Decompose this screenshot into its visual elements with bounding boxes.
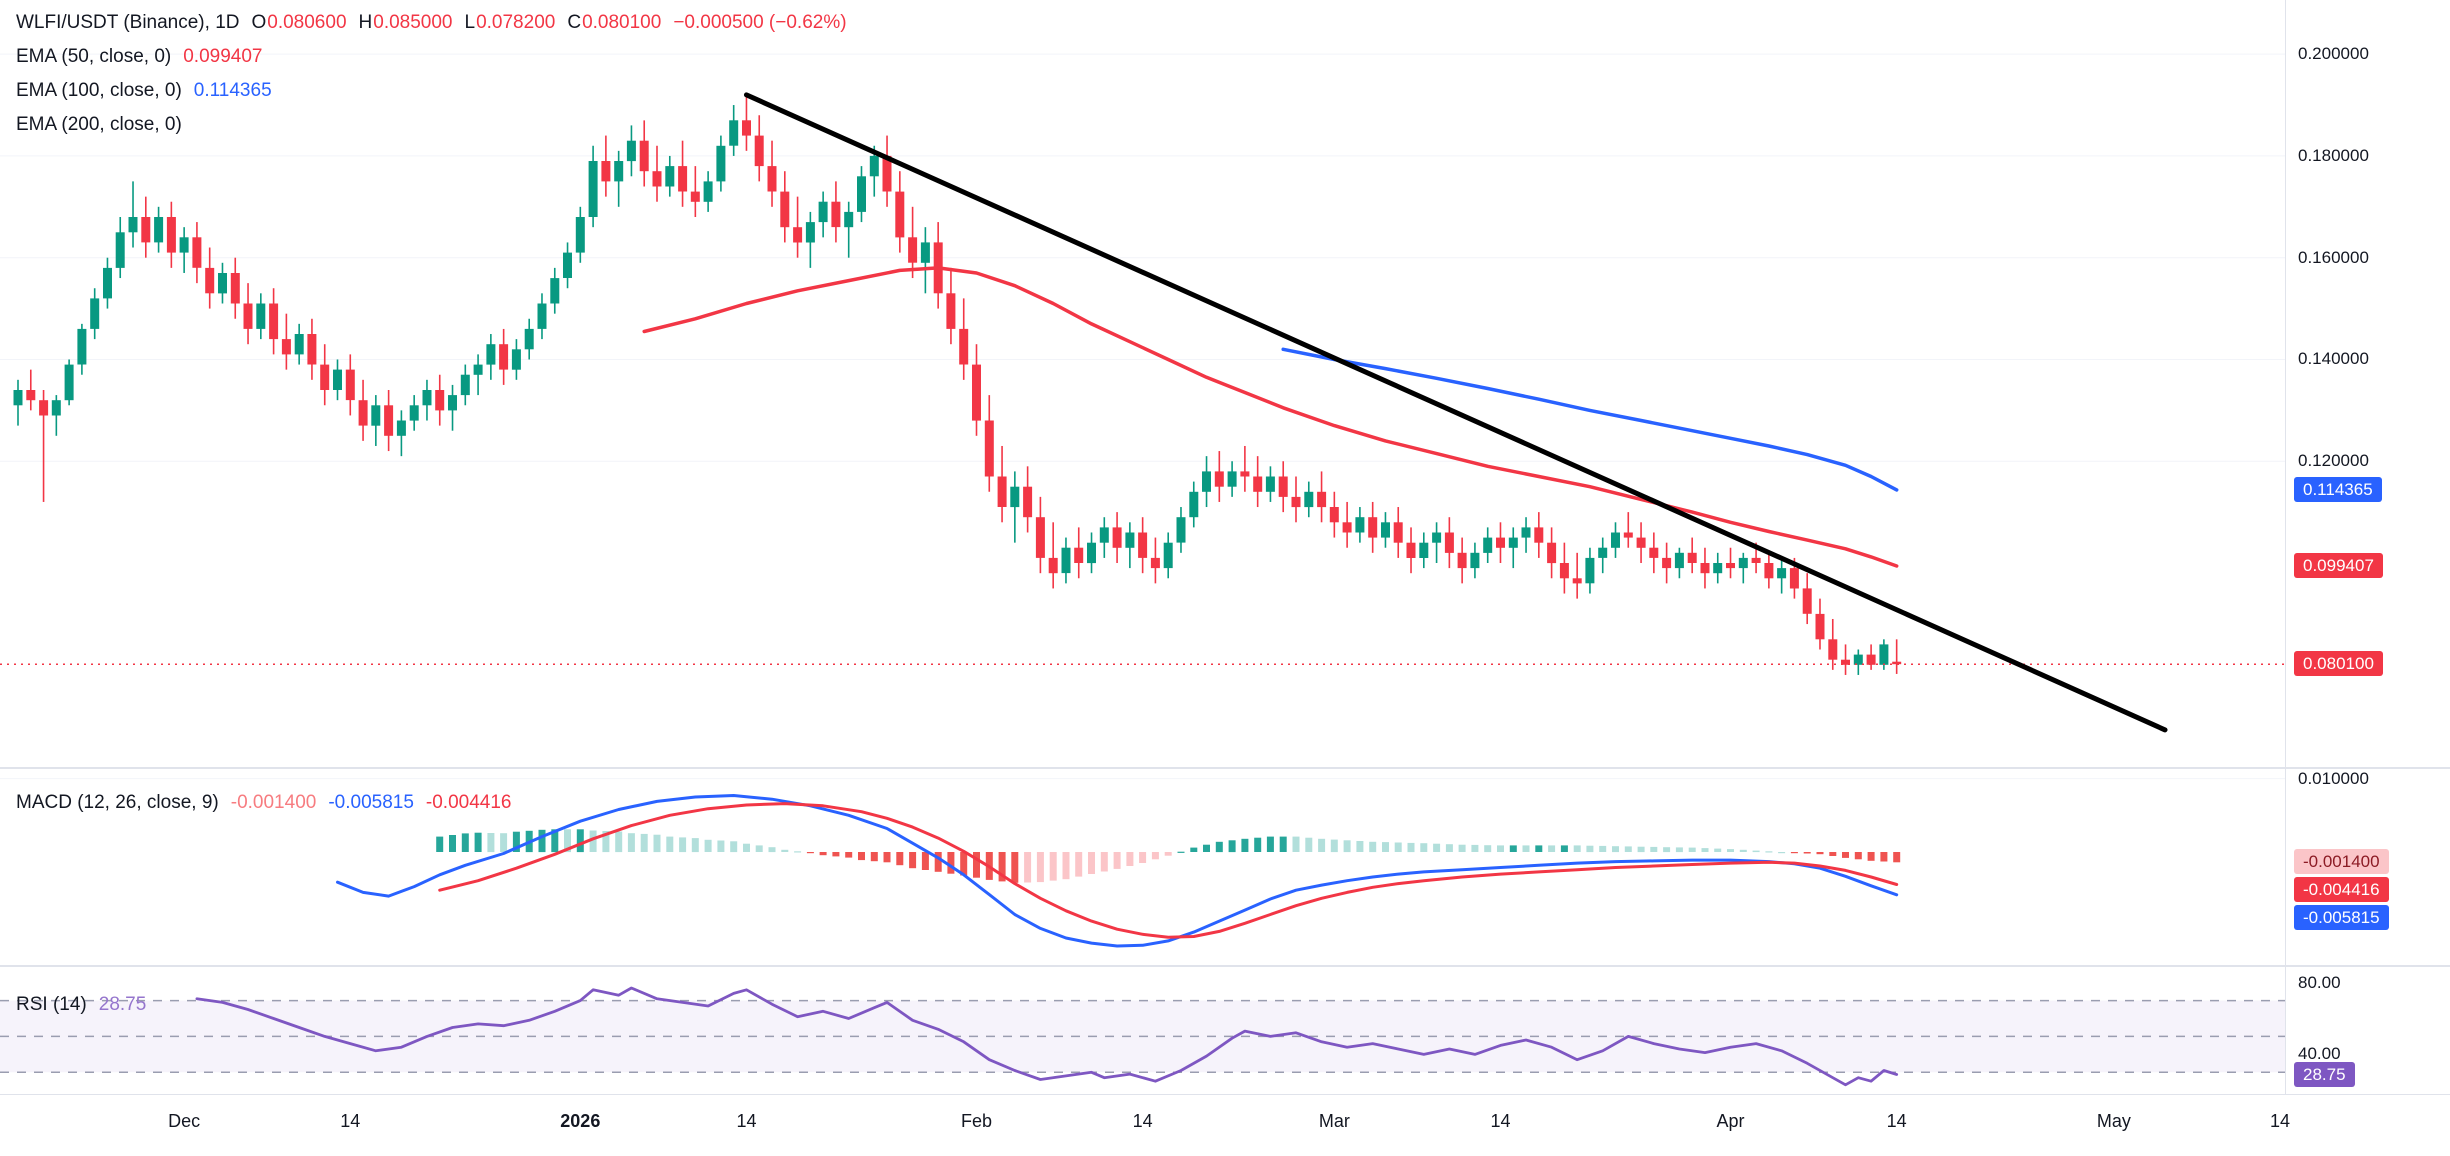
time-axis[interactable]: Dec 14 2026 14 Feb 14 Mar 14 Apr 14 May … [0,1094,2450,1156]
rsi-legend[interactable]: RSI (14) 28.75 [16,994,146,1016]
ema200-label: EMA (200, close, 0) [16,114,182,135]
rsi-tick: 40.00 [2298,1044,2341,1064]
open-value: 0.080600 [267,12,347,33]
price-tick: 0.140000 [2298,349,2369,369]
ema100-label: EMA (100, close, 0) [16,80,182,101]
ohlc-open: O 0.080600 [251,12,346,34]
macd-tick: 0.010000 [2298,768,2369,788]
last-price-badge: 0.080100 [2294,651,2383,677]
macd-hist-value: -0.001400 [230,792,317,813]
time-label: 14 [736,1111,757,1131]
ohlc-close: C 0.080100 [567,12,661,34]
macd-signal-badge: -0.004416 [2294,877,2389,903]
macd-line-value: -0.005815 [328,792,414,813]
price-tick: 0.200000 [2298,44,2369,64]
macd-hist-badge: -0.001400 [2294,849,2389,875]
ema50-legend[interactable]: EMA (50, close, 0) 0.099407 [16,46,262,68]
ema50-value: 0.099407 [183,46,263,67]
macd-line-badge: -0.005815 [2294,905,2389,931]
ema100-price-badge: 0.114365 [2294,476,2382,502]
rsi-tick: 80.00 [2298,972,2341,992]
rsi-value: 28.75 [98,994,147,1015]
time-label: 14 [340,1111,361,1131]
close-value: 0.080100 [582,12,662,33]
symbol-title: WLFI/USDT (Binance), 1D [16,12,240,33]
ohlc-low: L 0.078200 [465,12,556,34]
time-label: Mar [1318,1111,1350,1131]
time-label: May [2096,1111,2131,1131]
time-label: 14 [2270,1111,2291,1131]
ohlc-high: H 0.085000 [359,12,453,34]
price-tick: 0.180000 [2298,145,2369,165]
time-label: Dec [168,1111,201,1131]
rsi-label: RSI (14) [16,994,87,1015]
time-label: 14 [1886,1111,1907,1131]
price-tick: 0.160000 [2298,247,2369,267]
ema100-legend[interactable]: EMA (100, close, 0) 0.114365 [16,80,272,102]
open-label: O [251,12,267,33]
macd-legend[interactable]: MACD (12, 26, close, 9) -0.001400 -0.005… [16,792,511,814]
macd-label: MACD (12, 26, close, 9) [16,792,219,813]
ema50-price-badge: 0.099407 [2294,553,2383,579]
ema100-value: 0.114365 [193,80,272,101]
time-label-year: 2026 [560,1111,601,1131]
rsi-badge: 28.75 [2294,1061,2355,1087]
time-label: 14 [1490,1111,1511,1131]
price-tick: 0.120000 [2298,451,2369,471]
ema50-label: EMA (50, close, 0) [16,46,172,67]
time-label: Apr [1716,1111,1745,1131]
macd-signal-value: -0.004416 [425,792,512,813]
ema200-legend[interactable]: EMA (200, close, 0) [16,114,182,136]
change-value: −0.000500 (−0.62%) [673,12,847,33]
low-value: 0.078200 [476,12,556,33]
high-value: 0.085000 [373,12,453,33]
close-label: C [567,12,582,33]
high-label: H [358,12,373,33]
time-label: Feb [960,1111,993,1131]
symbol-legend[interactable]: WLFI/USDT (Binance), 1D O 0.080600 H 0.0… [16,12,847,34]
price-axis[interactable]: 0.200000 0.180000 0.160000 0.140000 0.12… [2285,0,2450,1094]
low-label: L [464,12,476,33]
time-label: 14 [1132,1111,1153,1131]
